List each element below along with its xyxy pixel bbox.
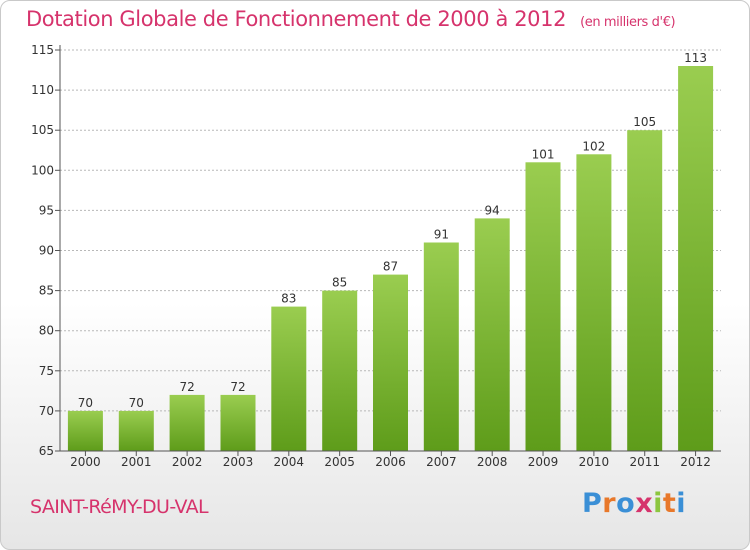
x-tick-label-2007: 2007 [426, 455, 457, 469]
x-tick-label-2004: 2004 [274, 455, 305, 469]
x-tick-label-2012: 2012 [680, 455, 711, 469]
x-tick-label-2010: 2010 [579, 455, 610, 469]
y-tick-label-100: 100 [31, 163, 54, 177]
y-tick-label-85: 85 [39, 284, 54, 298]
bar-2006 [373, 274, 408, 451]
chart-title: Dotation Globale de Fonctionnement de 20… [26, 7, 676, 31]
bar-2009 [525, 162, 561, 452]
y-tick-label-95: 95 [39, 203, 54, 217]
y-tick-label-90: 90 [39, 244, 54, 258]
proxiti-logo[interactable]: Proxiti [582, 488, 686, 519]
value-label-2005: 85 [332, 276, 347, 290]
brand-letter: x [635, 488, 654, 519]
y-axis: 65 70 75 80 85 90 95 100 105 110 115 [31, 43, 61, 458]
bar-2007 [423, 242, 459, 451]
bar-2003 [220, 394, 256, 451]
x-axis: 2000 2001 2002 2003 2004 2005 2006 2007 2008 2009… [60, 450, 721, 469]
bars [67, 66, 714, 452]
value-label-2003: 72 [230, 380, 245, 394]
y-tick-label-115: 115 [31, 43, 54, 57]
y-tick-label-80: 80 [39, 324, 54, 338]
data-labels: 70 70 72 72 83 85 87 91 94 101 102 105 113 [78, 51, 707, 410]
value-label-2007: 91 [434, 227, 449, 241]
y-tick-label-70: 70 [39, 404, 54, 418]
bar-2008 [474, 218, 510, 451]
bar-2012 [678, 66, 714, 451]
bar-2002 [169, 394, 205, 451]
brand-letter: i [653, 488, 663, 519]
value-label-2009: 101 [532, 147, 555, 161]
y-tick-label-65: 65 [39, 444, 54, 458]
x-tick-label-2006: 2006 [375, 455, 406, 469]
value-label-2008: 94 [485, 203, 500, 217]
x-tick-label-2011: 2011 [629, 455, 660, 469]
x-tick-label-2001: 2001 [121, 455, 152, 469]
title-text: Dotation Globale de Fonctionnement de 20… [26, 7, 567, 31]
commune-name: SAINT-RéMY-DU-VAL [30, 496, 209, 518]
bar-2010 [576, 154, 612, 452]
value-label-2001: 70 [129, 396, 144, 410]
x-tick-label-2000: 2000 [70, 455, 101, 469]
bar-2011 [627, 130, 663, 451]
y-tick-label-110: 110 [31, 83, 54, 97]
y-tick-label-75: 75 [39, 364, 54, 378]
x-tick-label-2008: 2008 [477, 455, 508, 469]
bar-2005 [322, 290, 358, 451]
value-label-2002: 72 [179, 380, 194, 394]
value-label-2011: 105 [633, 115, 656, 129]
brand-letter: r [602, 488, 617, 519]
bar-2001 [118, 410, 154, 451]
value-label-2004: 83 [281, 292, 296, 306]
value-label-2010: 102 [582, 139, 605, 153]
brand-letter: o [616, 488, 636, 519]
value-label-2006: 87 [383, 260, 398, 274]
x-tick-label-2009: 2009 [528, 455, 559, 469]
bar-2004 [271, 306, 307, 451]
brand-letter: P [582, 488, 603, 519]
x-tick-label-2005: 2005 [324, 455, 355, 469]
y-tick-label-105: 105 [31, 123, 54, 137]
x-tick-label-2002: 2002 [172, 455, 203, 469]
unit-subtitle: (en milliers d'€) [580, 15, 676, 30]
value-label-2012: 113 [684, 51, 707, 65]
brand-letter: t [662, 488, 677, 519]
brand-letter: i [676, 488, 687, 519]
value-label-2000: 70 [78, 396, 93, 410]
bar-2000 [67, 410, 103, 451]
x-tick-label-2003: 2003 [223, 455, 254, 469]
